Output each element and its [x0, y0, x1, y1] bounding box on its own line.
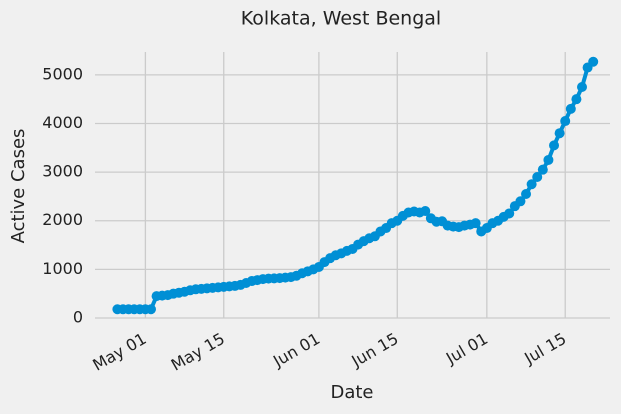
data-point — [532, 171, 543, 182]
x-axis-label: Date — [330, 382, 373, 403]
y-tick-label: 5000 — [42, 64, 83, 83]
chart-title: Kolkata, West Bengal — [241, 8, 441, 30]
data-point — [515, 196, 526, 207]
y-tick-label: 3000 — [42, 162, 83, 181]
y-tick-label: 1000 — [42, 259, 83, 278]
data-point — [577, 82, 588, 93]
data-point — [560, 116, 571, 127]
y-tick-label: 4000 — [42, 113, 83, 132]
data-point — [549, 140, 560, 151]
data-point — [571, 94, 582, 105]
data-point — [145, 304, 156, 315]
data-point — [526, 179, 537, 190]
y-tick-label: 0 — [73, 308, 83, 327]
data-point — [504, 208, 515, 219]
data-point — [420, 206, 431, 217]
data-point — [565, 103, 576, 114]
data-point — [537, 164, 548, 175]
data-point — [521, 188, 532, 199]
data-point — [554, 128, 565, 139]
data-point — [470, 218, 481, 229]
data-point — [543, 154, 554, 165]
data-point — [588, 56, 599, 67]
y-axis-label: Active Cases — [8, 129, 29, 244]
y-tick-label: 2000 — [42, 210, 83, 229]
